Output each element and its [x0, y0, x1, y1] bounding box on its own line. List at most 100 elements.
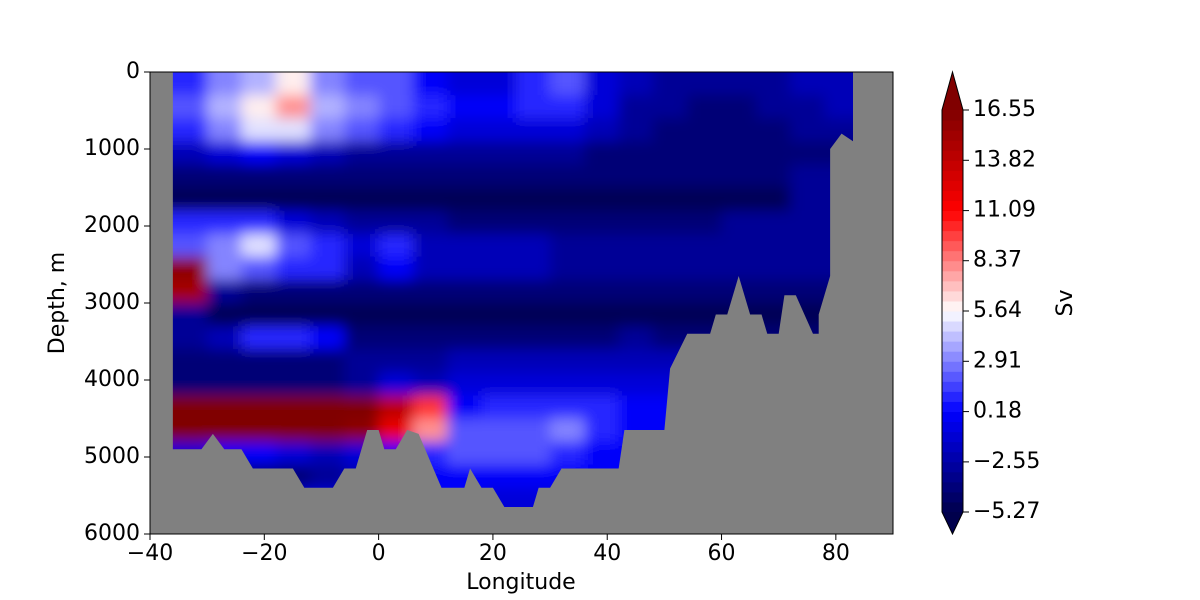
field-cell: [310, 233, 345, 258]
field-cell: [275, 141, 311, 165]
field-cell: [755, 256, 791, 281]
field-cell: [790, 72, 825, 96]
field-cell: [515, 95, 551, 119]
field-cell: [687, 164, 723, 188]
field-cell: [378, 164, 414, 188]
field-cell: [378, 141, 414, 165]
colorbar-tick-label: 2.91: [973, 348, 1022, 373]
colorbar-level: [942, 210, 963, 222]
field-cell: [275, 118, 311, 142]
field-cell: [584, 418, 620, 443]
field-cell: [652, 303, 688, 327]
field-cell: [310, 441, 345, 466]
colorbar-level: [942, 190, 963, 201]
colorbar-level: [942, 160, 963, 171]
field-cell: [515, 256, 551, 281]
field-cell: [584, 441, 620, 466]
field-cell: [344, 72, 380, 96]
field-cell: [412, 210, 448, 235]
field-cell: [207, 141, 242, 165]
colorbar-level: [942, 431, 963, 443]
field-cell: [687, 279, 723, 304]
field-cell: [275, 418, 311, 443]
field-cell: [755, 164, 791, 188]
colorbar-level: [942, 290, 963, 302]
field-cell: [652, 256, 688, 281]
colorbar-level: [942, 311, 963, 322]
colorbar-level: [942, 240, 963, 252]
field-cell: [207, 372, 242, 396]
field-cell: [687, 118, 723, 142]
field-cell: [652, 72, 688, 96]
field-cell: [447, 233, 482, 258]
colorbar-extend-bottom: [942, 512, 963, 534]
field-cell: [275, 187, 311, 212]
field-cell: [618, 279, 654, 304]
field-cell: [378, 279, 414, 304]
field-cell: [652, 210, 688, 235]
y-tick-label: 5000: [84, 444, 140, 469]
field-cell: [310, 326, 345, 350]
field-cell: [481, 72, 517, 96]
y-tick-label: 2000: [84, 213, 140, 238]
field-cell: [241, 349, 277, 373]
field-cell: [584, 303, 620, 327]
field-cell: [447, 164, 482, 188]
field-cell: [310, 279, 345, 304]
field-cell: [687, 233, 723, 258]
field-cell: [755, 72, 791, 96]
field-cell: [515, 210, 551, 235]
field-cell: [378, 95, 414, 119]
colorbar-level: [942, 150, 963, 161]
field-cell: [550, 187, 585, 212]
colorbar-level: [942, 421, 963, 433]
colorbar-level: [942, 300, 963, 312]
field-cell: [652, 279, 688, 304]
field-cell: [310, 72, 345, 96]
field-cell: [241, 256, 277, 281]
colorbar-level: [942, 331, 963, 342]
field-cell: [584, 164, 620, 188]
colorbar-level: [942, 491, 963, 503]
field-cell: [790, 118, 825, 142]
field-cell: [687, 95, 723, 119]
field-cell: [481, 256, 517, 281]
field-cell: [447, 256, 482, 281]
x-tick-label: −20: [241, 541, 287, 566]
field-cell: [755, 141, 791, 165]
field-cell: [275, 256, 311, 281]
field-cell: [241, 418, 277, 443]
field-cell: [584, 141, 620, 165]
field-cell: [790, 210, 825, 235]
colorbar-tick-label: 5.64: [973, 298, 1022, 323]
field-cell: [515, 72, 551, 96]
field-cell: [275, 72, 311, 96]
field-cell: [275, 395, 311, 419]
field-cell: [310, 141, 345, 165]
field-cell: [310, 118, 345, 142]
field-cell: [550, 233, 585, 258]
field-cell: [721, 256, 757, 281]
field-cell: [378, 372, 414, 396]
field-cell: [515, 164, 551, 188]
field-cell: [344, 279, 380, 304]
field-cell: [481, 372, 517, 396]
field-cell: [412, 418, 448, 443]
field-cell: [721, 187, 757, 212]
field-cell: [790, 279, 825, 304]
field-cell: [481, 279, 517, 304]
field-cell: [344, 372, 380, 396]
field-cell: [515, 141, 551, 165]
field-cell: [275, 233, 311, 258]
field: [150, 72, 893, 534]
field-cell: [618, 349, 654, 373]
field-cell: [344, 326, 380, 350]
field-cell: [790, 141, 825, 165]
field-cell: [378, 326, 414, 350]
field-cell: [652, 118, 688, 142]
field-cell: [755, 279, 791, 304]
field-cell: [241, 141, 277, 165]
x-tick-label: −40: [127, 541, 173, 566]
field-cell: [447, 441, 482, 466]
field-cell: [275, 95, 311, 119]
